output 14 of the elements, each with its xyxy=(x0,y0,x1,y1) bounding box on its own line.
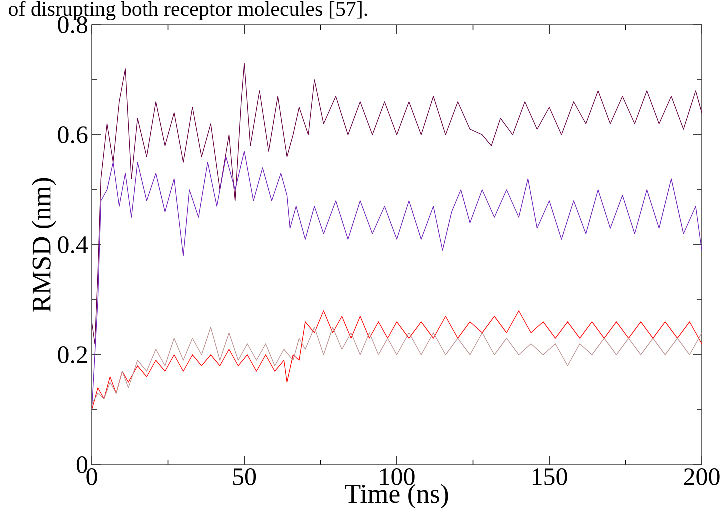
y-axis-title: RMSD (nm) xyxy=(32,178,56,312)
x-axis-title: Time (ns) xyxy=(345,484,448,509)
line-series xyxy=(92,310,702,410)
x-tick-label: 50 xyxy=(233,468,256,486)
y-tick-label: 0 xyxy=(76,456,88,474)
x-tick-label: 200 xyxy=(684,468,720,486)
x-tick-label: 150 xyxy=(532,468,568,486)
line-series xyxy=(92,63,702,344)
line-series xyxy=(92,327,702,405)
y-tick-label: 0.2 xyxy=(58,346,88,364)
line-series xyxy=(92,151,702,410)
y-tick-label: 0.6 xyxy=(58,126,88,144)
x-tick-label: 100 xyxy=(380,468,415,486)
y-tick-label: 0.4 xyxy=(58,236,88,254)
